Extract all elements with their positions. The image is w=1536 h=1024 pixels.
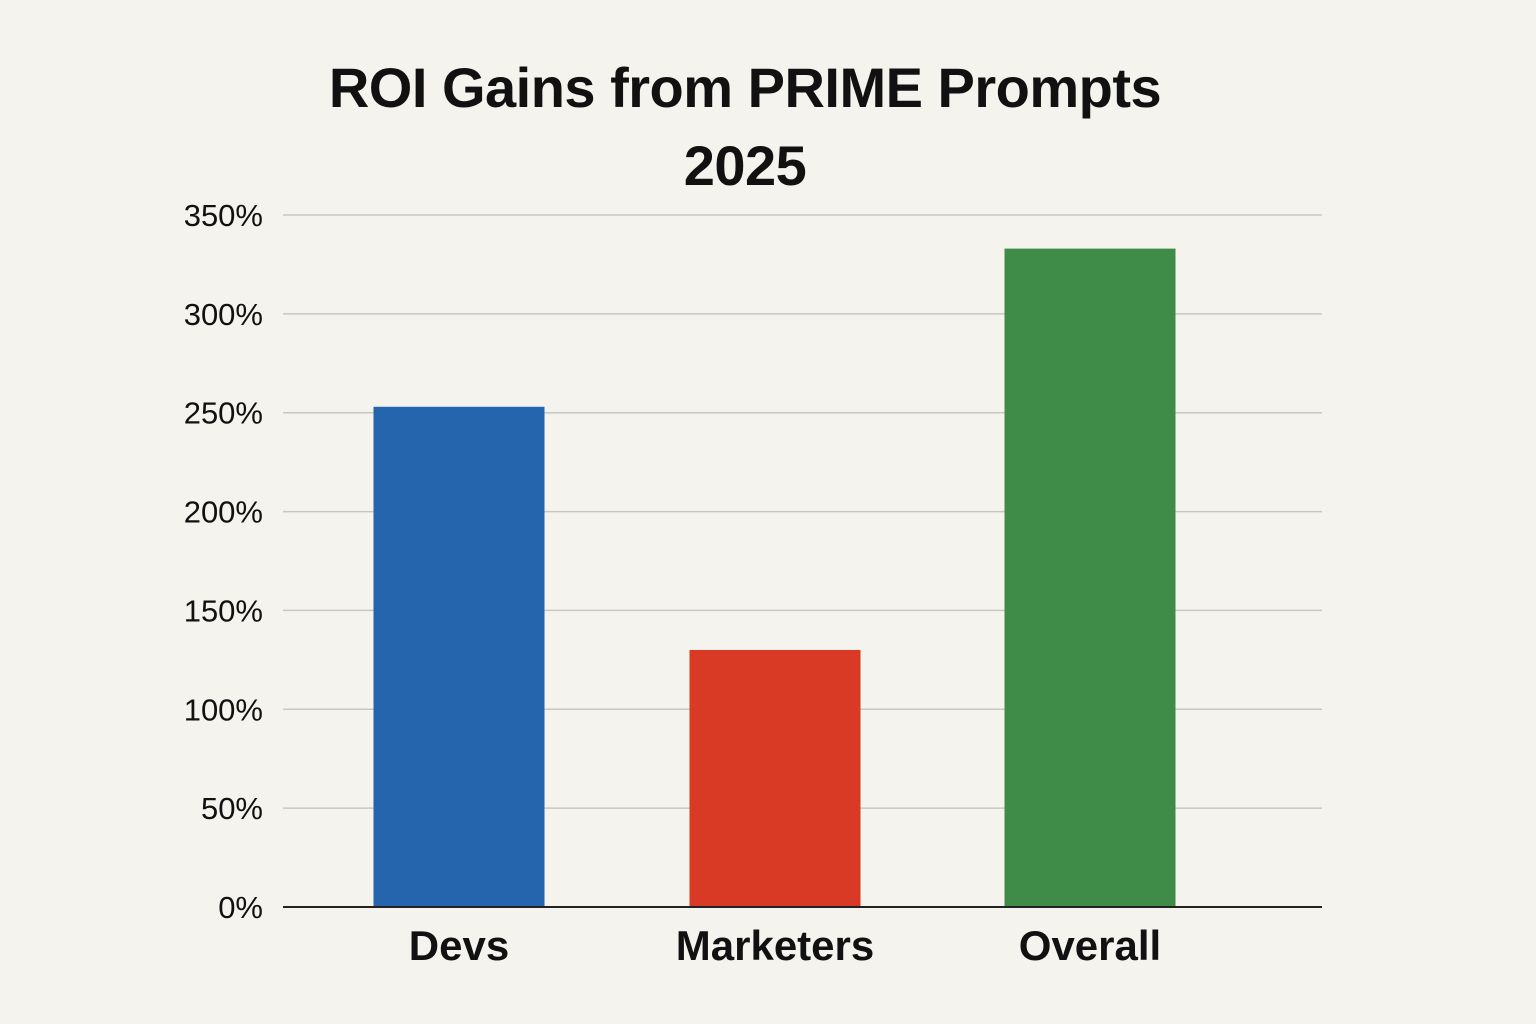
chart-subtitle-year: 2025 — [683, 134, 807, 197]
bar-marketers — [689, 649, 861, 907]
y-tick-label: 250% — [184, 396, 263, 431]
y-tick-label: 200% — [184, 495, 263, 530]
y-tick-label: 300% — [184, 297, 263, 332]
x-tick-label: Devs — [409, 922, 509, 969]
y-tick-label: 50% — [201, 791, 263, 826]
y-tick-label: 100% — [184, 692, 263, 727]
y-tick-label: 150% — [184, 593, 263, 628]
y-tick-label: 350% — [184, 198, 263, 233]
bar-devs — [373, 406, 545, 907]
x-tick-label: Overall — [1019, 922, 1161, 969]
x-tick-label: Marketers — [676, 922, 874, 969]
bar-overall — [1004, 248, 1176, 907]
y-tick-label: 0% — [218, 890, 263, 925]
chart-title: ROI Gains from PRIME Prompts — [328, 56, 1162, 119]
